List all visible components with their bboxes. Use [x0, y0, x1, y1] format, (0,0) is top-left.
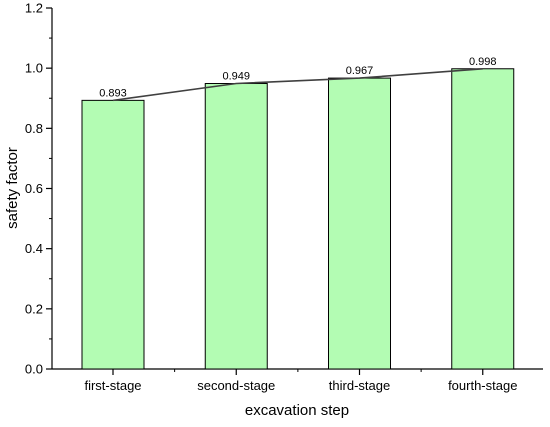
data-labels-layer: 0.893 0.949 0.967 0.998	[99, 56, 496, 100]
bar-fourth-stage	[451, 68, 515, 370]
y-axis-title: safety factor	[4, 147, 21, 229]
x-tick-label: fourth-stage	[448, 378, 517, 393]
x-tick-label: first-stage	[84, 378, 141, 393]
x-tick-label: second-stage	[197, 378, 275, 393]
data-label: 0.998	[469, 56, 497, 68]
bars-layer	[81, 68, 515, 370]
trend-line	[112, 67, 483, 102]
data-label: 0.893	[99, 87, 127, 99]
data-label: 0.949	[222, 71, 250, 83]
x-axis-title: excavation step	[245, 402, 349, 419]
y-tick-label: 1.2	[25, 1, 43, 16]
y-tick-label: 0.0	[25, 362, 43, 377]
y-tick-label: 0.8	[25, 121, 43, 136]
y-tick-label: 0.4	[25, 241, 43, 256]
ticks-layer: 0.0 0.2 0.4 0.6 0.8 1.0 1.2 first-stage second-s…	[25, 1, 518, 394]
data-label: 0.967	[346, 65, 374, 77]
y-tick-label: 0.6	[25, 181, 43, 196]
y-tick-label: 1.0	[25, 61, 43, 76]
trend-line-layer	[112, 67, 483, 102]
x-tick-label: third-stage	[329, 378, 390, 393]
bar-second-stage	[204, 83, 268, 370]
y-tick-label: 0.2	[25, 301, 43, 316]
bar-first-stage	[81, 99, 145, 370]
bar-third-stage	[328, 77, 391, 370]
